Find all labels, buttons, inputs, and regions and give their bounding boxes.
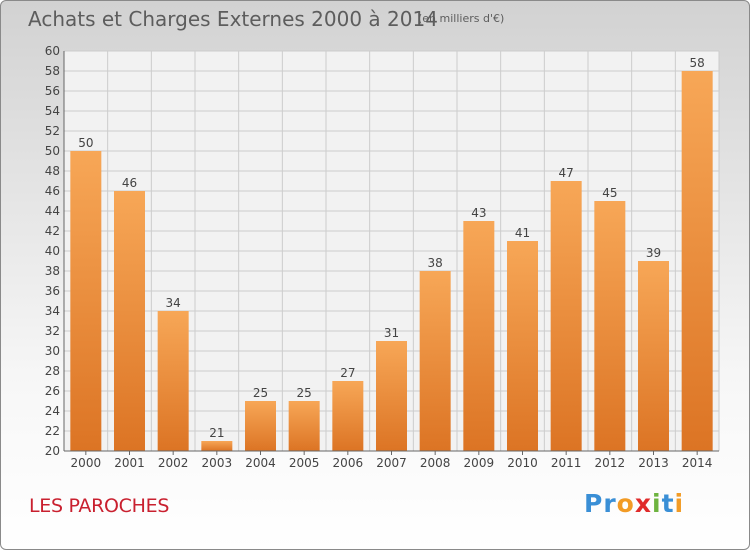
x-tick-label: 2010 [507,456,538,470]
x-tick-label: 2001 [114,456,145,470]
value-label: 39 [646,246,661,260]
x-tick-label: 2014 [682,456,713,470]
bar-2008 [419,271,451,451]
bar-2004 [245,401,276,451]
logo-letter: P [584,489,604,518]
x-tick-label: 2007 [376,456,407,470]
bar-2009 [463,221,495,451]
value-label: 25 [297,386,312,400]
place-name: LES PAROCHES [29,495,170,517]
y-tick-label: 48 [45,164,60,178]
y-tick-label: 50 [45,144,60,158]
bar-2012 [594,201,626,451]
x-tick-label: 2005 [289,456,320,470]
y-tick-label: 20 [45,444,60,458]
bar-2010 [507,241,538,451]
chart-title: Achats et Charges Externes 2000 à 2014 [28,7,438,31]
y-tick-label: 54 [45,104,60,118]
value-label: 41 [515,226,530,240]
x-tick-label: 2012 [595,456,626,470]
bars: 50 46 34 21 25 25 27 31 38 43 41 47 45 39 58 [70,56,713,451]
y-tick-label: 40 [45,244,60,258]
bar-2003 [201,441,233,451]
x-tick-label: 2008 [420,456,451,470]
bar-2011 [550,181,582,451]
value-label: 31 [384,326,399,340]
value-label: 58 [690,56,705,70]
y-tick-label: 26 [45,384,60,398]
x-tick-label: 2004 [245,456,276,470]
y-tick-label: 42 [45,224,60,238]
y-tick-label: 30 [45,344,60,358]
y-tick-label: 58 [45,64,60,78]
logo-letter: i [674,489,685,518]
logo-letter: t [661,489,675,518]
y-tick-label: 46 [45,184,60,198]
y-tick-label: 38 [45,264,60,278]
y-tick-label: 24 [45,404,60,418]
value-label: 27 [340,366,355,380]
y-tick-label: 44 [45,204,60,218]
proxiti-logo: Proxiti [584,489,684,518]
value-label: 45 [602,186,617,200]
y-tick-label: 56 [45,84,60,98]
value-label: 50 [78,136,93,150]
logo-letter: i [652,489,662,518]
y-tick-label: 52 [45,124,60,138]
y-tick-label: 60 [45,44,60,58]
value-label: 34 [166,296,181,310]
bar-2001 [114,191,145,451]
y-tick-label: 34 [45,304,60,318]
value-label: 47 [559,166,574,180]
logo-letter: o [616,489,635,518]
bar-2014 [681,71,713,451]
bar-2007 [376,341,407,451]
x-tick-label: 2006 [333,456,364,470]
logo-letter: x [634,489,652,518]
axes: 20 22 24 26 28 30 32 34 36 38 40 42 44 46 48 50 52 54 56 58… [45,44,719,470]
bar-2000 [70,151,102,451]
x-tick-label: 2002 [158,456,189,470]
value-label: 43 [471,206,486,220]
logo-letter: r [603,489,617,518]
value-label: 21 [209,426,224,440]
x-tick-label: 2013 [638,456,669,470]
x-tick-label: 2000 [71,456,102,470]
y-tick-label: 28 [45,364,60,378]
x-tick-label: 2003 [202,456,233,470]
bar-2006 [332,381,364,451]
bar-2013 [638,261,669,451]
bar-2005 [288,401,320,451]
y-tick-label: 36 [45,284,60,298]
value-label: 46 [122,176,137,190]
x-tick-label: 2011 [551,456,582,470]
value-label: 25 [253,386,268,400]
y-tick-label: 32 [45,324,60,338]
chart-unit: (en milliers d'€) [418,12,505,25]
value-label: 38 [428,256,443,270]
x-tick-label: 2009 [464,456,495,470]
y-tick-label: 22 [45,424,60,438]
bar-2002 [157,311,189,451]
